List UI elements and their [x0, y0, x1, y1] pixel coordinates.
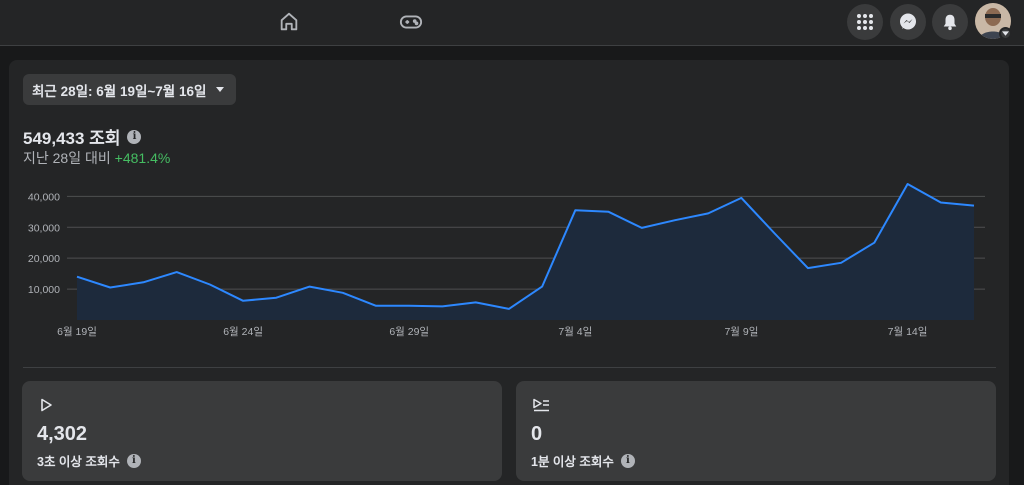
data-point[interactable]	[805, 265, 811, 271]
comparison-text: 지난 28일 대비 +481.4%	[23, 148, 170, 168]
caret-down-icon	[216, 87, 225, 92]
data-point[interactable]	[606, 209, 612, 215]
data-point[interactable]	[772, 230, 778, 236]
x-tick-label: 6월 24일	[223, 325, 263, 338]
section-divider	[23, 367, 996, 368]
data-point[interactable]	[273, 295, 279, 301]
messenger-icon[interactable]	[890, 4, 926, 40]
info-icon[interactable]: i	[127, 129, 142, 144]
data-point[interactable]	[140, 279, 146, 285]
y-tick-label: 40,000	[28, 191, 60, 203]
y-tick-label: 30,000	[28, 222, 60, 234]
data-point[interactable]	[473, 299, 479, 305]
chart-line	[76, 183, 975, 310]
data-point[interactable]	[439, 303, 445, 309]
stat-label: 3초 이상 조회수	[37, 455, 120, 469]
stat-card-3s-views: 4,302 3초 이상 조회수 i	[22, 381, 502, 481]
date-range-dropdown[interactable]: 최근 28일: 6월 19일~7월 16일	[23, 74, 237, 105]
info-icon[interactable]: i	[126, 453, 141, 468]
data-point[interactable]	[639, 225, 645, 231]
comparison-change: +481.4%	[114, 150, 171, 166]
bell-icon[interactable]	[932, 4, 968, 40]
x-tick-label: 7월 14일	[888, 325, 928, 338]
x-tick-label: 7월 9일	[724, 325, 758, 338]
top-navigation-bar	[0, 0, 1024, 46]
data-point[interactable]	[74, 274, 80, 280]
chart-area	[77, 184, 974, 320]
views-total: 549,433 조회	[23, 129, 121, 148]
stat-label-row: 3초 이상 조회수 i	[37, 451, 141, 470]
comparison-prefix: 지난 28일 대비	[23, 150, 115, 166]
data-point[interactable]	[705, 210, 711, 216]
data-point[interactable]	[174, 269, 180, 275]
home-icon[interactable]	[275, 8, 303, 36]
play-icon	[41, 398, 52, 412]
data-point[interactable]	[406, 303, 412, 309]
data-point[interactable]	[672, 217, 678, 223]
stat-value: 4,302	[37, 423, 88, 445]
account-chevron-icon[interactable]	[999, 27, 1012, 40]
x-tick-label: 7월 4일	[558, 325, 592, 338]
data-point[interactable]	[107, 285, 113, 291]
data-point[interactable]	[373, 303, 379, 309]
x-tick-label: 6월 19일	[57, 325, 97, 338]
data-point[interactable]	[506, 306, 512, 312]
stat-label-row: 1분 이상 조회수 i	[531, 451, 635, 470]
stat-value: 0	[531, 423, 543, 445]
play-list-icon	[533, 398, 549, 412]
stat-card-1min-views: 0 1분 이상 조회수 i	[516, 381, 996, 481]
menu-grid-icon[interactable]	[847, 4, 883, 40]
data-point[interactable]	[207, 281, 213, 287]
gaming-icon[interactable]	[397, 8, 425, 36]
data-point[interactable]	[905, 181, 911, 187]
data-point[interactable]	[938, 200, 944, 206]
data-point[interactable]	[838, 260, 844, 266]
data-point[interactable]	[738, 195, 744, 201]
data-point[interactable]	[240, 298, 246, 304]
info-icon[interactable]: i	[620, 453, 635, 468]
x-tick-label: 6월 29일	[389, 325, 429, 338]
data-point[interactable]	[971, 203, 977, 209]
data-point[interactable]	[572, 207, 578, 213]
data-point[interactable]	[871, 240, 877, 246]
y-tick-label: 20,000	[28, 253, 60, 265]
data-point[interactable]	[340, 290, 346, 296]
views-summary: 549,433 조회 i	[23, 124, 142, 149]
stat-label: 1분 이상 조회수	[531, 455, 614, 469]
y-tick-label: 10,000	[28, 284, 60, 296]
date-range-label: 최근 28일: 6월 19일~7월 16일	[32, 83, 207, 99]
views-chart: 10,000 20,000 30,000 40,000 6월 19일 6월 24일 6월 …	[28, 181, 985, 338]
data-point[interactable]	[307, 284, 313, 290]
data-point[interactable]	[539, 284, 545, 290]
